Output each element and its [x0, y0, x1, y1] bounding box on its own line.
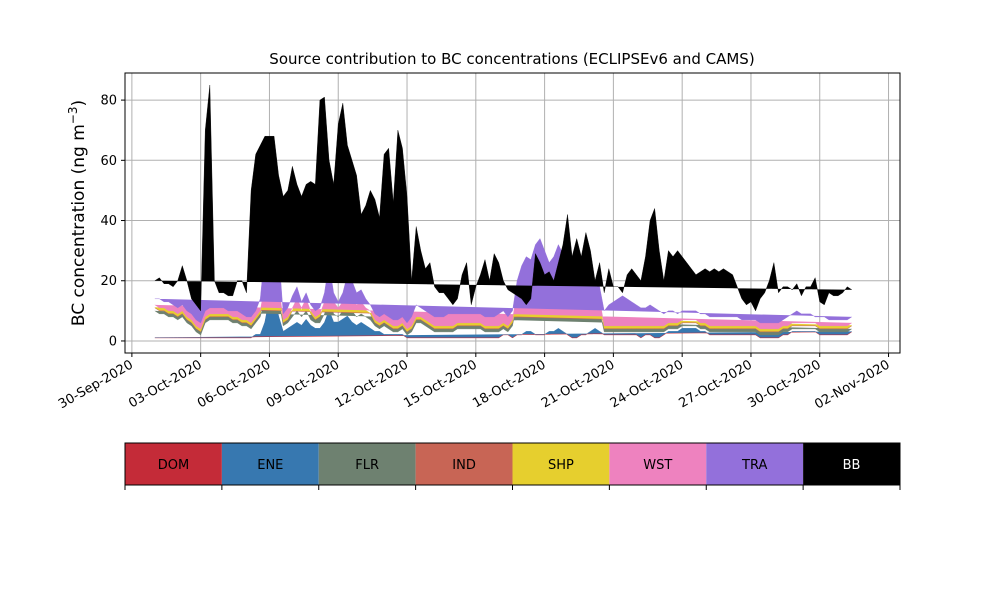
legend-swatch-dom: [125, 443, 222, 485]
legend-label-flr: FLR: [355, 458, 379, 473]
x-axis: 30-Sep-202003-Oct-202006-Oct-202009-Oct-…: [56, 353, 893, 412]
x-tick-label: 09-Oct-2020: [264, 357, 342, 411]
legend-label-ene: ENE: [257, 458, 283, 473]
legend-swatch-shp: [512, 443, 610, 485]
y-tick-label: 60: [100, 154, 117, 169]
y-axis-label-main: BC concentration (ng m: [69, 124, 89, 326]
legend-label-dom: DOM: [158, 458, 189, 473]
legend-swatch-ene: [221, 443, 319, 485]
x-tick-label: 30-Sep-2020: [56, 357, 136, 412]
x-tick-label: 18-Oct-2020: [470, 357, 548, 411]
legend-label-tra: TRA: [741, 458, 767, 473]
x-tick-label: 15-Oct-2020: [401, 357, 479, 411]
y-axis: 0 20 40 60 80: [100, 94, 125, 349]
x-tick-label: 30-Oct-2020: [745, 357, 823, 411]
y-tick-label: 20: [100, 274, 117, 289]
x-tick-label: 06-Oct-2020: [195, 357, 273, 411]
x-tick-label: 03-Oct-2020: [126, 357, 204, 411]
y-axis-label: BC concentration (ng m−3): [66, 100, 89, 326]
stacked-areas: [154, 84, 852, 339]
area-bb: [154, 84, 852, 312]
legend-label-wst: WST: [643, 458, 672, 473]
plot-frame: [124, 72, 901, 354]
legend: DOM ENE FLR IND SHP WST TRA BB: [124, 442, 901, 490]
legend-swatch-ind: [415, 443, 513, 485]
legend-swatch-bb: [803, 443, 900, 485]
legend-swatch-tra: [706, 443, 804, 485]
x-tick-label: 21-Oct-2020: [539, 357, 617, 411]
y-axis-label-superscript: −3: [66, 106, 80, 124]
x-tick-label: 12-Oct-2020: [333, 357, 411, 411]
legend-swatch-wst: [609, 443, 707, 485]
legend-label-bb: BB: [843, 458, 861, 473]
chart-title: Source contribution to BC concentrations…: [269, 50, 754, 68]
y-tick-label: 0: [109, 334, 117, 349]
x-tick-label: 02-Nov-2020: [812, 357, 892, 412]
x-tick-label: 24-Oct-2020: [608, 357, 686, 411]
y-tick-label: 40: [100, 214, 117, 229]
y-axis-label-close: ): [69, 100, 89, 107]
legend-label-shp: SHP: [548, 458, 574, 473]
y-tick-label: 80: [100, 94, 117, 109]
legend-label-ind: IND: [452, 458, 476, 473]
legend-swatch-flr: [318, 443, 416, 485]
x-tick-label: 27-Oct-2020: [677, 357, 755, 411]
